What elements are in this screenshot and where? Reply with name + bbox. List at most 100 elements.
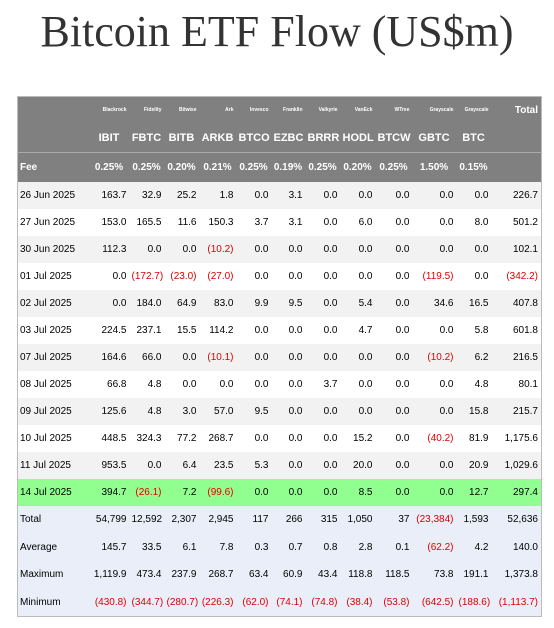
flow-value: 0.0 — [305, 425, 341, 452]
flow-value: 0.0 — [199, 371, 237, 398]
summary-row: Total 54,799 12,592 2,307 2,945 117 266 315 1,05… — [17, 506, 542, 534]
summary-value: (280.7) — [164, 588, 200, 617]
flow-value: 0.0 — [305, 452, 341, 479]
flow-value: 0.0 — [412, 236, 457, 263]
issuer: Grayscale — [456, 96, 492, 123]
issuer: Grayscale — [412, 96, 457, 123]
ticker: BITB — [164, 123, 200, 153]
summary-value: 43.4 — [305, 561, 341, 589]
flow-value: 34.6 — [412, 290, 457, 317]
summary-value: 0.7 — [271, 533, 306, 561]
summary-value: (38.4) — [340, 588, 376, 617]
issuer: VanEck — [340, 96, 376, 123]
flow-value: 5.3 — [236, 452, 272, 479]
flow-value: 125.6 — [89, 398, 130, 425]
summary-value: 60.9 — [271, 561, 306, 589]
flow-value: 0.0 — [375, 479, 413, 506]
flow-value: 0.0 — [89, 290, 130, 317]
flow-value: 57.0 — [199, 398, 237, 425]
flow-value: 11.6 — [164, 209, 200, 236]
flow-value: 0.0 — [412, 317, 457, 344]
flow-value: (119.5) — [412, 263, 457, 290]
flow-value: 268.7 — [199, 425, 237, 452]
flow-value: 0.0 — [340, 398, 376, 425]
flow-value: 20.9 — [456, 452, 492, 479]
flow-value: 0.0 — [375, 317, 413, 344]
fee: 0.25% — [305, 152, 341, 182]
date: 01 Jul 2025 — [17, 263, 90, 290]
flow-value: 6.0 — [340, 209, 376, 236]
flow-value: 0.0 — [236, 344, 272, 371]
summary-value: 6.1 — [164, 533, 200, 561]
date: 07 Jul 2025 — [17, 344, 90, 371]
date: 10 Jul 2025 — [17, 425, 90, 452]
ticker-row: IBIT FBTC BITB ARKB BTCO EZBC BRRR HODL BTCW GBTC… — [17, 123, 542, 153]
summary-value: 0.8 — [305, 533, 341, 561]
flow-value: 0.0 — [271, 479, 306, 506]
summary-value: 1,050 — [340, 506, 376, 534]
flow-value: 0.0 — [271, 344, 306, 371]
flow-value: 114.2 — [199, 317, 237, 344]
flow-value: 0.0 — [340, 344, 376, 371]
flow-value: 501.2 — [491, 209, 542, 236]
flow-value: 0.0 — [375, 344, 413, 371]
flow-value: 237.1 — [129, 317, 165, 344]
ticker: ARKB — [199, 123, 237, 153]
flow-value: 224.5 — [89, 317, 130, 344]
flow-value: 6.2 — [456, 344, 492, 371]
flow-value: 150.3 — [199, 209, 237, 236]
date: 08 Jul 2025 — [17, 371, 90, 398]
summary-value: 33.5 — [129, 533, 165, 561]
summary-value: 37 — [375, 506, 413, 534]
flow-value: 77.2 — [164, 425, 200, 452]
flow-value: 66.0 — [129, 344, 165, 371]
summary-value: 118.8 — [340, 561, 376, 589]
flow-value: 163.7 — [89, 182, 130, 209]
date: 14 Jul 2025 — [17, 479, 90, 506]
fee: 0.15% — [456, 152, 492, 182]
fee: 0.25% — [89, 152, 130, 182]
flow-value: (27.0) — [199, 263, 237, 290]
blank-cell — [491, 152, 542, 182]
fee: 0.25% — [375, 152, 413, 182]
blank-cell — [491, 123, 542, 153]
flow-value: 5.8 — [456, 317, 492, 344]
data-row: 30 Jun 2025 112.3 0.0 0.0 (10.2) 0.0 0.0 0.0 0.0… — [17, 236, 542, 263]
summary-value: 191.1 — [456, 561, 492, 589]
flow-value: 3.1 — [271, 182, 306, 209]
issuer: Blackrock — [89, 96, 130, 123]
fee: 0.25% — [129, 152, 165, 182]
summary-label: Minimum — [17, 588, 90, 617]
summary-row: Average 145.7 33.5 6.1 7.8 0.3 0.7 0.8 2.8 0.1 (62… — [17, 533, 542, 561]
summary-value: 118.5 — [375, 561, 413, 589]
flow-value: 0.0 — [305, 344, 341, 371]
ticker: GBTC — [412, 123, 457, 153]
flow-value: 0.0 — [305, 263, 341, 290]
flow-value: 0.0 — [305, 479, 341, 506]
ticker: IBIT — [89, 123, 130, 153]
flow-value: 16.5 — [456, 290, 492, 317]
flow-value: 4.8 — [129, 398, 165, 425]
summary-value: 237.9 — [164, 561, 200, 589]
flow-value: 9.5 — [236, 398, 272, 425]
flow-value: (40.2) — [412, 425, 457, 452]
flow-value: 3.1 — [271, 209, 306, 236]
flow-value: 0.0 — [375, 452, 413, 479]
data-row: 02 Jul 2025 0.0 184.0 64.9 83.0 9.9 9.5 0.0 5.4 0… — [17, 290, 542, 317]
summary-value: 117 — [236, 506, 272, 534]
flow-value: 165.5 — [129, 209, 165, 236]
flow-value: 0.0 — [340, 182, 376, 209]
flow-value: 1,175.6 — [491, 425, 542, 452]
data-row: 03 Jul 2025 224.5 237.1 15.5 114.2 0.0 0.0 0.0 4… — [17, 317, 542, 344]
flow-value: 0.0 — [340, 371, 376, 398]
flow-value: 8.5 — [340, 479, 376, 506]
flow-value: 297.4 — [491, 479, 542, 506]
flow-value: 3.0 — [164, 398, 200, 425]
data-row: 08 Jul 2025 66.8 4.8 0.0 0.0 0.0 0.0 3.7 0.0 0.0 0… — [17, 371, 542, 398]
flow-value: 0.0 — [375, 236, 413, 263]
flow-value: 64.9 — [164, 290, 200, 317]
summary-value: 266 — [271, 506, 306, 534]
summary-value: (344.7) — [129, 588, 165, 617]
summary-row: Maximum 1,119.9 473.4 237.9 268.7 63.4 60.9 43.… — [17, 561, 542, 589]
